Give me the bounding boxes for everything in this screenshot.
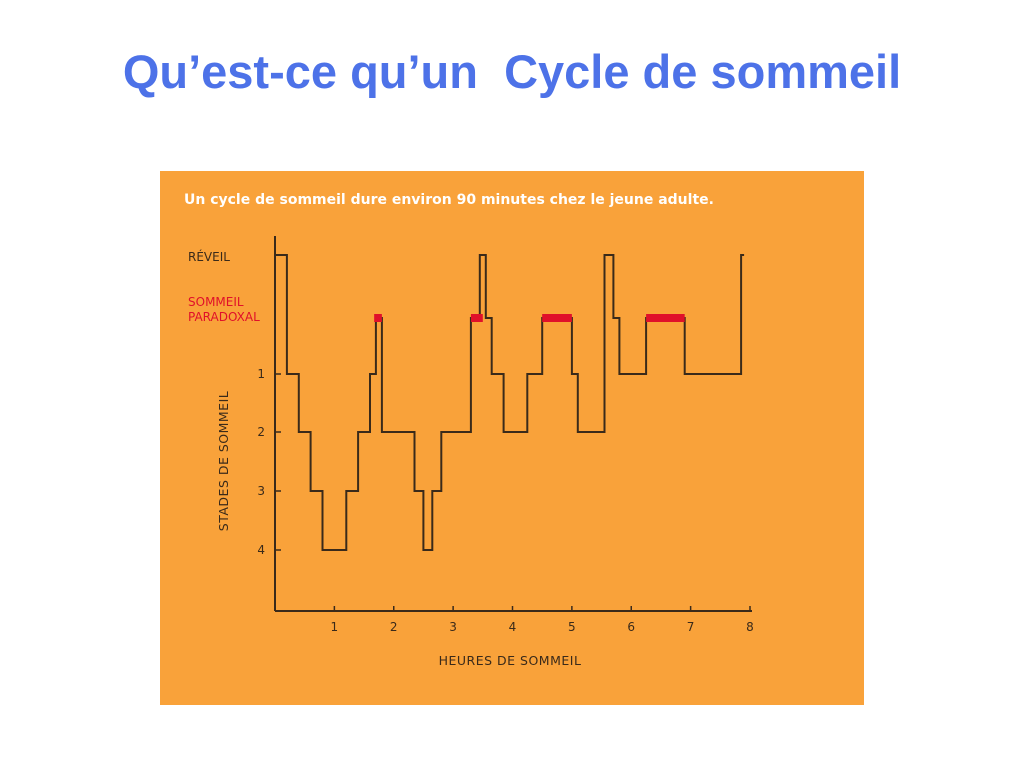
paradoxical-segments bbox=[374, 314, 685, 322]
paradoxical-segment-1 bbox=[374, 314, 382, 322]
level-label-paradoxical-line1: SOMMEIL bbox=[188, 295, 244, 309]
x-tick-label-2: 2 bbox=[390, 620, 398, 634]
x-tick-label-4: 4 bbox=[509, 620, 517, 634]
level-label-paradoxical-line2: PARADOXAL bbox=[188, 310, 260, 324]
y-tick-label-2: 2 bbox=[257, 425, 265, 439]
paradoxical-segment-2 bbox=[470, 314, 483, 322]
x-tick-label-3: 3 bbox=[449, 620, 457, 634]
x-tick-label-8: 8 bbox=[746, 620, 754, 634]
chart-background bbox=[160, 171, 864, 705]
x-tick-label-6: 6 bbox=[627, 620, 635, 634]
level-label-wake: RÉVEIL bbox=[188, 249, 230, 264]
y-tick-label-1: 1 bbox=[257, 367, 265, 381]
y-tick-label-3: 3 bbox=[257, 484, 265, 498]
paradoxical-segment-3 bbox=[542, 314, 572, 322]
x-tick-label-1: 1 bbox=[331, 620, 339, 634]
sleep-cycle-chart: Un cycle de sommeil dure environ 90 minu… bbox=[160, 171, 864, 705]
x-axis-title: HEURES DE SOMMEIL bbox=[439, 653, 582, 668]
slide-title: Qu’est-ce qu’un Cycle de sommeil bbox=[122, 45, 902, 98]
y-tick-label-4: 4 bbox=[257, 543, 265, 557]
chart-panel: Un cycle de sommeil dure environ 90 minu… bbox=[160, 171, 864, 705]
x-tick-label-7: 7 bbox=[687, 620, 695, 634]
chart-caption: Un cycle de sommeil dure environ 90 minu… bbox=[184, 192, 714, 208]
axes: 1 2 3 4 5 6 7 8 1 2 3 4 bbox=[257, 236, 754, 634]
y-axis-title: STADES DE SOMMEIL bbox=[216, 391, 231, 531]
paradoxical-segment-4 bbox=[646, 314, 685, 322]
x-tick-label-5: 5 bbox=[568, 620, 576, 634]
